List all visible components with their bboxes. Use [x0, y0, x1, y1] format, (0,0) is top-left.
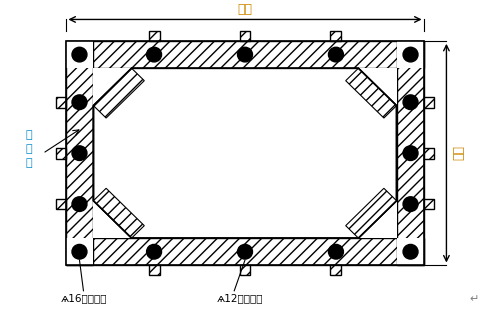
Bar — [330, 265, 341, 275]
Bar — [65, 41, 425, 265]
Bar — [397, 41, 425, 68]
Circle shape — [147, 244, 162, 259]
Text: ѧ12鈢筋制作: ѧ12鈢筋制作 — [216, 293, 263, 303]
Bar — [425, 97, 435, 108]
Circle shape — [72, 146, 87, 160]
Circle shape — [72, 244, 87, 259]
Bar — [149, 265, 160, 275]
Circle shape — [72, 197, 87, 211]
Bar — [65, 41, 93, 265]
Polygon shape — [346, 68, 397, 118]
Polygon shape — [93, 188, 144, 238]
Circle shape — [403, 47, 418, 62]
Text: ѧ16鈢筋制作: ѧ16鈢筋制作 — [60, 293, 107, 303]
Bar — [240, 265, 250, 275]
Circle shape — [147, 47, 162, 62]
Circle shape — [403, 197, 418, 211]
Bar — [425, 148, 435, 159]
Bar — [397, 41, 425, 265]
Bar — [425, 199, 435, 210]
Bar — [65, 238, 425, 265]
Text: 柱
钢
筋: 柱 钢 筋 — [26, 130, 32, 168]
Text: 柱宽: 柱宽 — [238, 2, 252, 16]
Circle shape — [403, 95, 418, 109]
Bar — [397, 238, 425, 265]
Polygon shape — [93, 68, 144, 118]
Circle shape — [72, 95, 87, 109]
Bar — [65, 238, 93, 265]
Circle shape — [328, 244, 343, 259]
Circle shape — [403, 146, 418, 160]
Polygon shape — [346, 188, 397, 238]
Circle shape — [328, 47, 343, 62]
Text: 柱宽: 柱宽 — [450, 146, 464, 161]
Text: ↵: ↵ — [470, 295, 479, 304]
Circle shape — [72, 47, 87, 62]
Bar — [149, 31, 160, 41]
Bar — [93, 68, 397, 238]
Bar — [65, 41, 93, 68]
Polygon shape — [93, 68, 397, 238]
Circle shape — [238, 47, 252, 62]
Bar — [55, 148, 65, 159]
Bar — [55, 97, 65, 108]
Bar — [240, 31, 250, 41]
Bar — [55, 199, 65, 210]
Circle shape — [403, 244, 418, 259]
Bar — [65, 41, 425, 68]
Circle shape — [238, 244, 252, 259]
Bar — [330, 31, 341, 41]
